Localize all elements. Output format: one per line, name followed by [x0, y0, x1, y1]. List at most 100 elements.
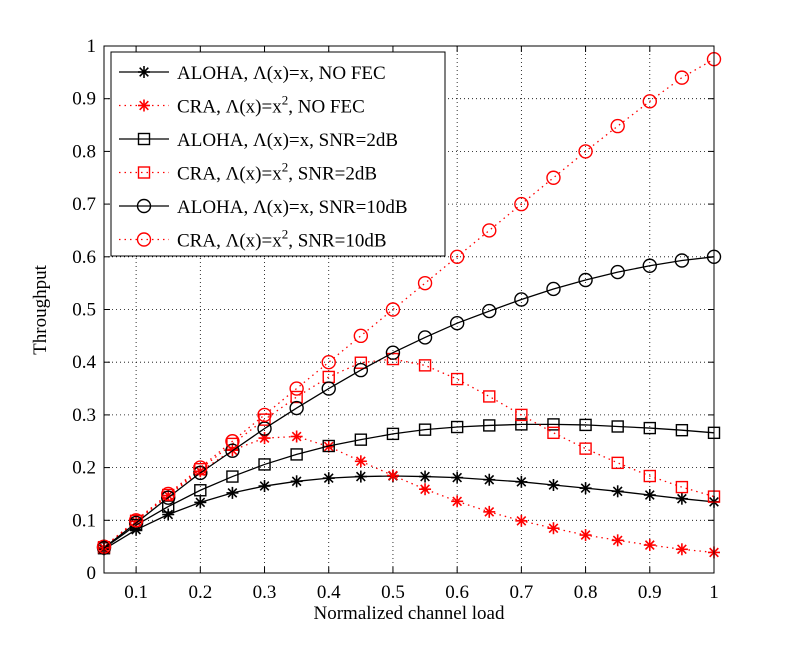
x-tick-label: 0.6 — [445, 582, 469, 603]
y-tick-label: 1 — [87, 36, 97, 57]
data-point — [418, 423, 432, 436]
legend-label-text: ALOHA, Λ(x)=x, SNR=10dB — [177, 197, 408, 218]
data-point — [290, 448, 303, 461]
data-point — [674, 70, 690, 85]
legend-label: CRA, Λ(x)=x2, SNR=2dB — [177, 160, 377, 185]
y-tick-label: 0.1 — [72, 510, 96, 531]
legend-marker — [136, 232, 152, 247]
x-tick-label: 0.4 — [317, 582, 341, 603]
data-point — [162, 508, 175, 521]
y-tick-label: 0.7 — [72, 194, 96, 215]
data-point — [194, 496, 207, 509]
data-point — [611, 485, 624, 498]
x-tick-label: 0.9 — [638, 582, 662, 603]
data-point — [578, 272, 593, 288]
legend-marker — [137, 132, 151, 146]
data-point — [482, 223, 497, 238]
data-point — [449, 316, 465, 331]
legend-label: ALOHA, Λ(x)=x, SNR=10dB — [177, 197, 408, 218]
data-point — [322, 472, 335, 485]
y-axis-label: Throughput — [30, 264, 51, 354]
data-point — [515, 475, 528, 488]
data-point — [643, 539, 656, 552]
legend-label: ALOHA, Λ(x)=x, NO FEC — [177, 63, 386, 84]
data-point — [547, 426, 560, 440]
data-point — [226, 470, 239, 483]
data-point — [419, 483, 432, 496]
data-point — [386, 427, 400, 441]
x-tick-label: 1 — [709, 582, 719, 603]
data-point — [161, 486, 176, 502]
data-point — [450, 420, 464, 434]
data-point — [579, 442, 592, 455]
data-point — [225, 443, 240, 458]
x-axis-label: Normalized channel load — [314, 603, 505, 624]
data-point — [515, 514, 528, 527]
data-point — [611, 420, 624, 433]
legend-label-text: ALOHA, Λ(x)=x, NO FEC — [177, 63, 386, 84]
data-point — [386, 352, 400, 366]
series-2 — [98, 430, 720, 559]
data-point — [449, 249, 465, 264]
data-point — [450, 372, 464, 386]
legend-label-superscript: 2 — [282, 160, 289, 175]
legend-label-superscript: 2 — [282, 227, 289, 242]
legend-label-suffix: , SNR=2dB — [288, 164, 377, 185]
data-point — [354, 356, 368, 369]
legend-label-text: CRA, Λ(x)=x — [177, 97, 282, 118]
data-point — [547, 478, 560, 491]
x-tick-label: 0.2 — [188, 582, 212, 603]
data-point — [419, 470, 432, 483]
legend-entry: ALOHA, Λ(x)=x, SNR=10dB — [119, 197, 408, 218]
legend-entry: CRA, Λ(x)=x2, SNR=10dB — [119, 227, 387, 252]
data-point — [385, 302, 401, 317]
data-point — [515, 408, 528, 422]
data-point — [482, 303, 497, 319]
data-point — [386, 469, 399, 482]
data-point — [258, 458, 271, 471]
data-point — [354, 455, 367, 468]
data-point — [610, 264, 625, 280]
data-point — [674, 253, 690, 268]
data-point — [354, 433, 368, 446]
data-point — [514, 196, 529, 212]
data-point — [675, 543, 688, 556]
legend-marker — [137, 166, 151, 179]
series-5 — [96, 249, 722, 555]
data-point — [161, 490, 176, 505]
data-point — [578, 144, 593, 159]
data-point — [385, 345, 401, 360]
y-tick-label: 0 — [87, 563, 97, 584]
data-point — [290, 390, 303, 404]
legend-entry: CRA, Λ(x)=x2, NO FEC — [119, 93, 365, 118]
data-point — [451, 471, 464, 484]
legend-label-text: CRA, Λ(x)=x — [177, 231, 282, 252]
y-tick-label: 0.5 — [72, 300, 96, 321]
data-point — [451, 495, 464, 508]
data-point — [611, 456, 624, 470]
data-point — [258, 480, 271, 493]
data-point — [547, 522, 560, 535]
data-point — [226, 486, 239, 499]
legend-entry: ALOHA, Λ(x)=x, SNR=2dB — [119, 130, 398, 151]
data-point — [193, 460, 208, 475]
data-point — [643, 421, 656, 435]
x-tick-label: 0.3 — [253, 582, 277, 603]
data-point — [290, 475, 303, 488]
data-point — [643, 489, 656, 502]
data-point — [514, 292, 529, 307]
data-point — [257, 421, 272, 436]
data-point — [579, 418, 592, 432]
x-tick-label: 0.1 — [124, 582, 148, 603]
data-point — [258, 432, 271, 445]
legend-box — [110, 51, 446, 257]
data-point — [675, 423, 689, 437]
data-point — [483, 419, 496, 432]
data-point — [546, 170, 561, 185]
legend: ALOHA, Λ(x)=x, NO FEC CRA, Λ(x)=x2, NO FE… — [110, 51, 446, 257]
data-point — [642, 94, 657, 109]
legend-marker — [138, 66, 150, 78]
data-point — [579, 482, 592, 495]
data-point — [290, 430, 303, 443]
legend-marker — [138, 99, 150, 112]
